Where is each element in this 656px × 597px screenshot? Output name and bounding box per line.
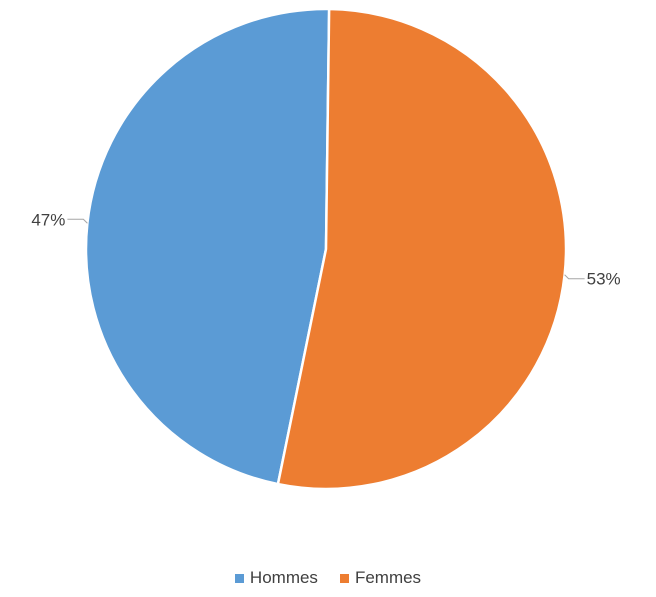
pie-slices: [84, 7, 568, 491]
leader-lines: [67, 218, 585, 280]
legend-swatch-hommes: [234, 573, 244, 583]
legend-label-femmes: Femmes: [354, 568, 422, 587]
legend-swatch-femmes: [339, 573, 349, 583]
legend-item-femmes: Femmes: [339, 568, 422, 588]
data-label-hommes: 47%: [31, 210, 65, 229]
pie-slice-hommes: [84, 7, 331, 486]
leader-line-hommes: [67, 218, 88, 224]
leader-line-femmes: [564, 274, 585, 280]
legend-label-hommes: Hommes: [249, 568, 318, 587]
data-label-femmes: 53%: [587, 270, 621, 289]
legend: Hommes Femmes: [0, 568, 656, 588]
data-labels: 47% 53%: [31, 210, 620, 288]
legend-item-hommes: Hommes: [234, 568, 318, 588]
